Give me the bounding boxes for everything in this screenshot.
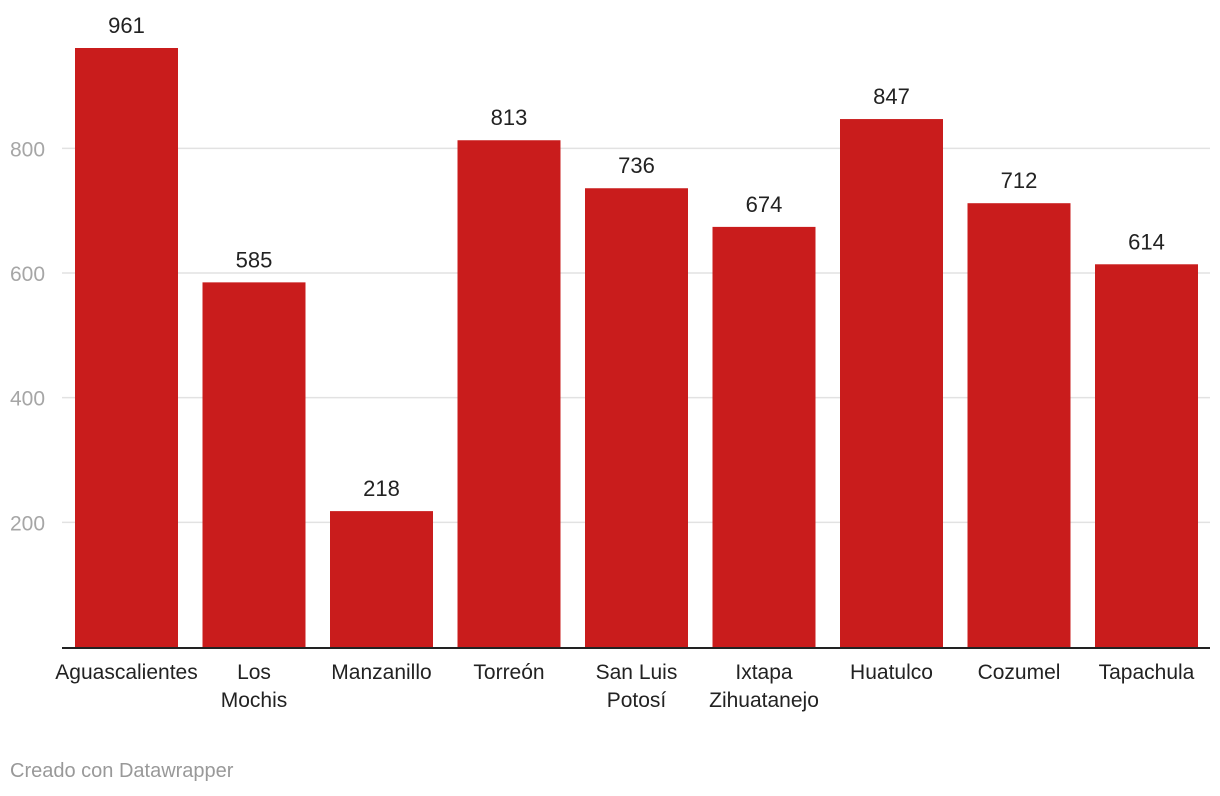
category-label: San Luis Potosí — [596, 661, 678, 712]
y-tick-label: 800 — [10, 138, 45, 161]
bar-value-label: 712 — [1001, 168, 1038, 193]
bar — [712, 226, 816, 647]
footer-credit: Creado con Datawrapper — [10, 760, 234, 782]
bar-value-label: 585 — [236, 247, 273, 272]
category-label: Los Mochis — [221, 661, 288, 712]
category-label: Tapachula — [1099, 661, 1195, 684]
category-label: Manzanillo — [331, 661, 431, 684]
y-tick-label: 200 — [10, 512, 45, 535]
bar — [75, 48, 178, 647]
bar — [202, 282, 306, 647]
bar — [457, 140, 561, 647]
bar-value-label: 218 — [363, 476, 400, 501]
category-label: Aguascalientes — [55, 661, 197, 684]
bar-value-label: 813 — [491, 105, 528, 130]
category-label: Huatulco — [850, 661, 933, 684]
bar — [840, 119, 943, 647]
bar — [585, 188, 688, 647]
bar — [1095, 264, 1198, 647]
bar-value-label: 736 — [618, 153, 655, 178]
bar — [330, 511, 433, 647]
category-label: Torreón — [473, 661, 544, 684]
bars — [75, 48, 1198, 647]
bar-value-label: 847 — [873, 84, 910, 109]
category-labels: Aguascalientes Los Mochis Manzanillo Torreón… — [55, 661, 1194, 712]
bar-value-label: 614 — [1128, 229, 1165, 254]
bar — [967, 203, 1071, 647]
y-tick-label: 400 — [10, 388, 45, 411]
value-labels: 961 585 218 813 736 674 847 712 614 — [108, 13, 1165, 501]
category-label: Cozumel — [978, 661, 1061, 684]
category-label: Ixtapa Zihuatanejo — [709, 661, 819, 712]
y-tick-label: 600 — [10, 263, 45, 286]
bar-value-label: 961 — [108, 13, 145, 38]
bar-chart: 200 400 600 800 961 585 218 813 736 674 847 712 614… — [10, 13, 1210, 712]
bar-value-label: 674 — [746, 192, 783, 217]
